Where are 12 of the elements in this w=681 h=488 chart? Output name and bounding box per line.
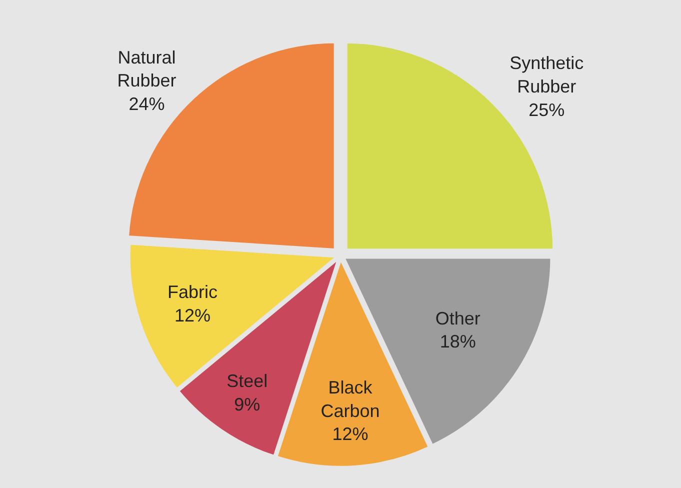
slice-label: Natural Rubber bbox=[117, 47, 176, 91]
data-label: 25% bbox=[528, 100, 565, 120]
slice-label: Other bbox=[435, 308, 480, 328]
data-label: 12% bbox=[174, 305, 211, 326]
data-label: 24% bbox=[128, 94, 165, 114]
data-label: 12% bbox=[332, 424, 368, 444]
slice-label: Steel bbox=[226, 371, 268, 392]
data-label: 18% bbox=[440, 332, 476, 352]
slice-label: Black Carbon bbox=[320, 377, 380, 421]
slice-label: Synthetic Rubber bbox=[510, 53, 584, 96]
data-label: 9% bbox=[234, 394, 260, 415]
slice-label: Fabric bbox=[168, 282, 218, 302]
